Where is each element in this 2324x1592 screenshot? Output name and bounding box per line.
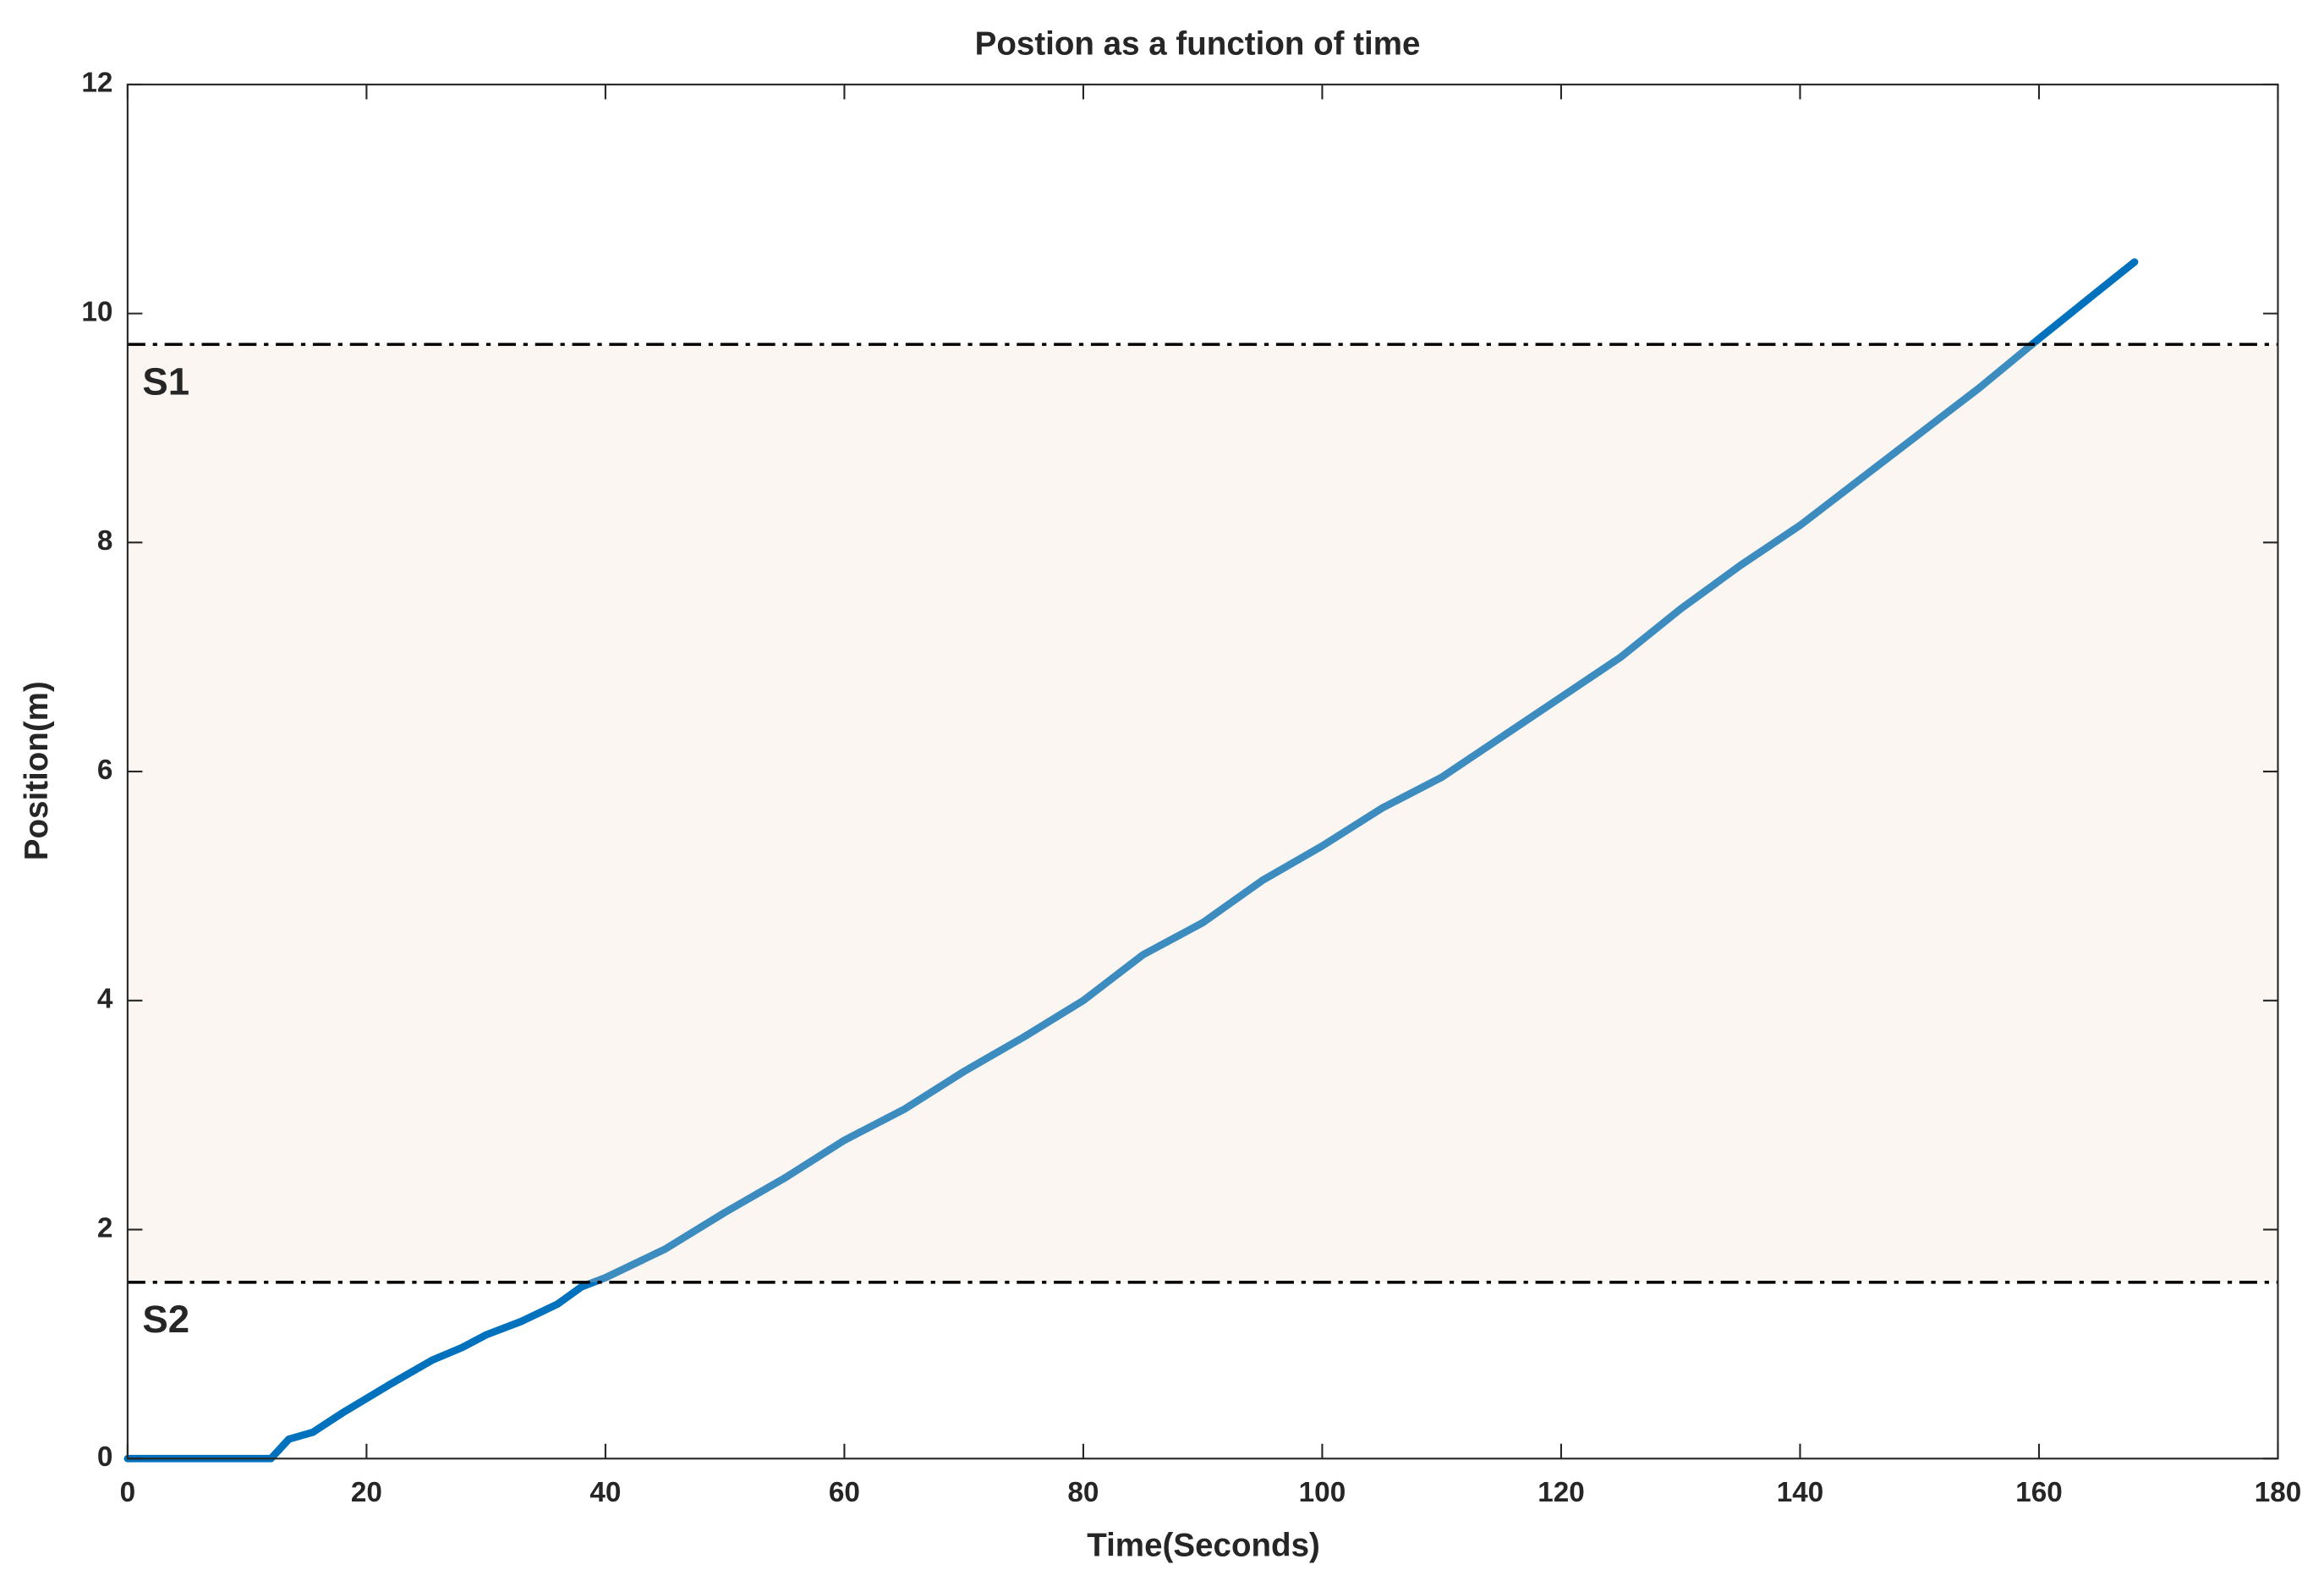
x-tick-label: 120 [1537,1477,1585,1508]
x-tick-label: 160 [2015,1477,2063,1508]
data-line [123,258,2139,1463]
x-axis-label: Time(Seconds) [1087,1528,1320,1564]
chart-title: Postion as a function of time [975,26,1421,63]
y-tick-label: 6 [97,755,113,786]
region-band [127,344,2278,1282]
x-tick-label: 80 [1067,1477,1099,1508]
x-tick-label: 0 [120,1477,136,1508]
x-tick-label: 180 [2255,1477,2302,1508]
reference-label: S1 [142,360,189,403]
y-tick-label: 4 [97,984,113,1015]
x-tick-label: 60 [829,1477,860,1508]
x-tick-label: 140 [1777,1477,1824,1508]
y-tick-label: 0 [97,1441,113,1473]
y-tick-label: 10 [81,296,112,327]
y-tick-label: 12 [81,68,112,99]
reference-label: S2 [142,1298,189,1341]
y-tick-label: 8 [97,525,113,557]
y-axis-label: Position(m) [19,681,55,860]
y-tick-label: 2 [97,1212,113,1243]
x-tick-label: 100 [1299,1477,1346,1508]
x-tick-label: 40 [589,1477,621,1508]
x-tick-label: 20 [351,1477,382,1508]
